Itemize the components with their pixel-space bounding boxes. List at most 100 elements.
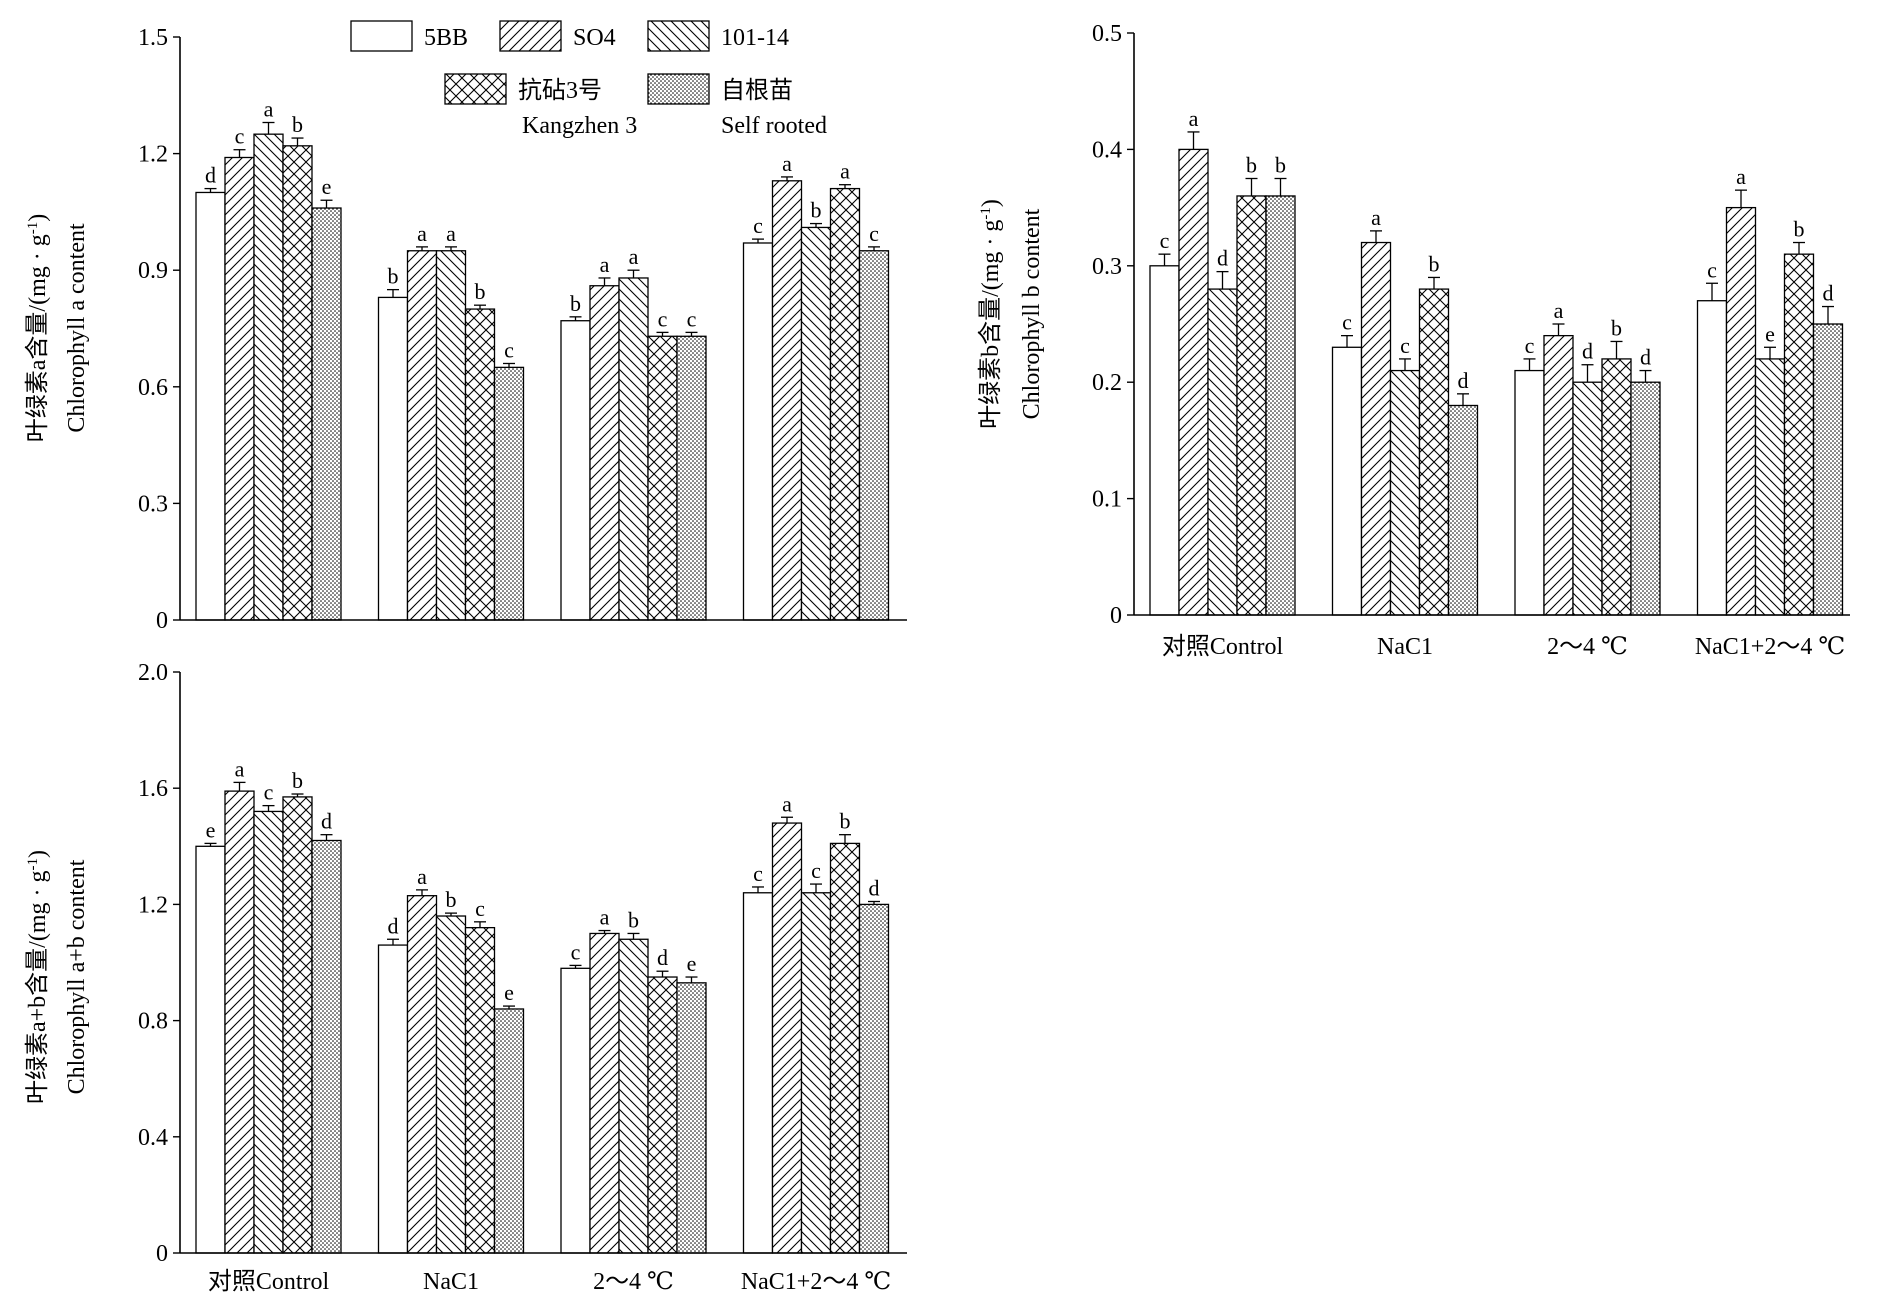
significance-letter-kangzhen-3-control: b bbox=[1246, 153, 1257, 178]
bar-101-14-cold bbox=[618, 277, 649, 621]
significance-letter-101-14-control: d bbox=[1217, 246, 1228, 271]
significance-letter-kangzhen-3-cold: b bbox=[1611, 315, 1622, 340]
legend-label-kangzhen-3-en: Kangzhen 3 bbox=[522, 113, 637, 139]
y-tick-label: 1.5 bbox=[138, 25, 168, 51]
legend-label-self-rooted-cn: 自根苗 bbox=[721, 77, 793, 104]
bar-so4-cold bbox=[589, 932, 620, 1254]
significance-letter-kangzhen-3-nacl: b bbox=[475, 279, 486, 304]
bar-5bb-nacl bbox=[1331, 346, 1363, 616]
bar-5bb-nacl-cold bbox=[742, 892, 774, 1254]
bar-kangzhen-3-nacl-cold bbox=[1783, 253, 1815, 616]
significance-letter-101-14-nacl-cold: e bbox=[1765, 321, 1775, 346]
y-axis-label-unit-superscript: -1 bbox=[978, 207, 994, 220]
bar-5bb-cold bbox=[1514, 369, 1545, 616]
y-tick-label: 1.2 bbox=[138, 142, 168, 168]
significance-letter-kangzhen-3-nacl: b bbox=[1429, 251, 1440, 276]
y-axis-label-unit-superscript: -1 bbox=[25, 222, 41, 235]
significance-letter-kangzhen-3-cold: d bbox=[657, 945, 668, 970]
significance-letter-kangzhen-3-nacl-cold: b bbox=[1794, 217, 1805, 242]
bar-self-rooted-control bbox=[311, 207, 342, 621]
bar-so4-nacl-cold bbox=[771, 180, 803, 621]
bar-kangzhen-3-nacl-cold bbox=[829, 842, 861, 1254]
significance-letter-101-14-control: a bbox=[264, 97, 274, 122]
significance-letter-101-14-nacl: a bbox=[446, 221, 456, 246]
significance-letter-5bb-nacl: c bbox=[1342, 310, 1352, 335]
significance-letter-5bb-cold: c bbox=[571, 939, 581, 964]
y-axis-label-cn-text: 叶绿素b含量/(mg · g bbox=[977, 220, 1004, 429]
significance-letter-5bb-nacl: d bbox=[388, 913, 399, 938]
y-tick-label: 0.5 bbox=[1092, 21, 1122, 47]
significance-letter-kangzhen-3-nacl: c bbox=[475, 896, 485, 921]
bar-101-14-control bbox=[1207, 288, 1238, 616]
significance-letter-self-rooted-cold: d bbox=[1640, 345, 1651, 370]
bar-101-14-nacl-cold bbox=[800, 892, 832, 1254]
bar-5bb-cold bbox=[560, 320, 591, 621]
bar-5bb-nacl-cold bbox=[1696, 300, 1728, 616]
significance-letter-5bb-cold: b bbox=[570, 291, 581, 316]
bar-101-14-nacl bbox=[435, 915, 467, 1254]
bar-so4-nacl bbox=[406, 895, 438, 1254]
bar-5bb-nacl-cold bbox=[742, 242, 774, 621]
y-tick-label: 1.6 bbox=[138, 776, 168, 802]
x-category-label-control: 对照Control bbox=[208, 1268, 330, 1295]
bar-kangzhen-3-cold bbox=[1601, 358, 1632, 616]
legend-swatch-5bb bbox=[350, 20, 413, 52]
significance-letter-so4-control: a bbox=[235, 756, 245, 781]
chlorophyll-ab-plot-area: edccaaaacbbcbcdbdeed00.40.81.21.62.0对照Co… bbox=[138, 660, 907, 1295]
bar-self-rooted-nacl-cold bbox=[1812, 323, 1844, 616]
bar-kangzhen-3-nacl bbox=[464, 926, 496, 1254]
legend-swatch-101-14 bbox=[647, 20, 710, 52]
y-tick-label: 0.8 bbox=[138, 1009, 168, 1035]
bar-5bb-control bbox=[195, 191, 226, 621]
bar-self-rooted-nacl-cold bbox=[858, 903, 890, 1254]
significance-letter-self-rooted-control: d bbox=[321, 809, 332, 834]
bar-kangzhen-3-control bbox=[282, 796, 313, 1254]
bar-5bb-control bbox=[195, 845, 226, 1254]
significance-letter-101-14-cold: a bbox=[629, 244, 639, 269]
x-category-label-nacl: NaC1 bbox=[1377, 634, 1433, 660]
significance-letter-so4-nacl-cold: a bbox=[782, 151, 792, 176]
y-tick-label: 0 bbox=[156, 608, 168, 634]
significance-letter-so4-nacl: a bbox=[1371, 205, 1381, 230]
significance-letter-self-rooted-nacl: c bbox=[504, 337, 514, 362]
bar-self-rooted-nacl-cold bbox=[858, 250, 890, 621]
bar-101-14-nacl bbox=[435, 250, 467, 621]
significance-letter-so4-nacl: a bbox=[417, 221, 427, 246]
y-tick-label: 0.6 bbox=[138, 375, 168, 401]
bar-so4-control bbox=[224, 790, 255, 1254]
bar-self-rooted-cold bbox=[676, 335, 707, 621]
significance-letter-101-14-nacl: c bbox=[1400, 333, 1410, 358]
bar-5bb-nacl bbox=[377, 944, 409, 1254]
bar-so4-nacl-cold bbox=[771, 822, 803, 1254]
significance-letter-so4-nacl-cold: a bbox=[1736, 164, 1746, 189]
significance-letter-5bb-nacl-cold: c bbox=[753, 861, 763, 886]
y-tick-label: 0.9 bbox=[138, 258, 168, 284]
significance-letter-self-rooted-cold: c bbox=[687, 306, 697, 331]
legend-label-101-14: 101-14 bbox=[721, 25, 789, 51]
legend-label-kangzhen-3-cn: 抗砧3号 bbox=[518, 77, 602, 104]
bar-self-rooted-control bbox=[311, 839, 342, 1254]
y-axis-label-en: Chlorophyll a content bbox=[64, 223, 90, 433]
y-axis-label-cn: 叶绿素a+b含量/(mg · g-1) bbox=[24, 850, 51, 1104]
significance-letter-101-14-cold: d bbox=[1582, 339, 1593, 364]
bar-101-14-cold bbox=[618, 938, 649, 1254]
bar-self-rooted-control bbox=[1265, 195, 1296, 616]
significance-letter-kangzhen-3-cold: c bbox=[658, 306, 668, 331]
y-tick-label: 0 bbox=[1110, 603, 1122, 629]
significance-letter-101-14-nacl-cold: b bbox=[811, 198, 822, 223]
bar-kangzhen-3-control bbox=[1236, 195, 1267, 616]
significance-letter-kangzhen-3-control: b bbox=[292, 112, 303, 137]
significance-letter-self-rooted-nacl-cold: d bbox=[869, 875, 880, 900]
significance-letter-so4-nacl-cold: a bbox=[782, 791, 792, 816]
significance-letter-5bb-nacl-cold: c bbox=[753, 213, 763, 238]
y-tick-label: 0 bbox=[156, 1241, 168, 1267]
bar-so4-control bbox=[1178, 148, 1209, 616]
significance-letter-5bb-nacl-cold: c bbox=[1707, 257, 1717, 282]
y-axis-label-en: Chlorophyll b content bbox=[1019, 208, 1045, 419]
significance-letter-5bb-nacl: b bbox=[388, 264, 399, 289]
bar-101-14-nacl-cold bbox=[800, 226, 832, 621]
bar-101-14-nacl-cold bbox=[1754, 358, 1786, 616]
